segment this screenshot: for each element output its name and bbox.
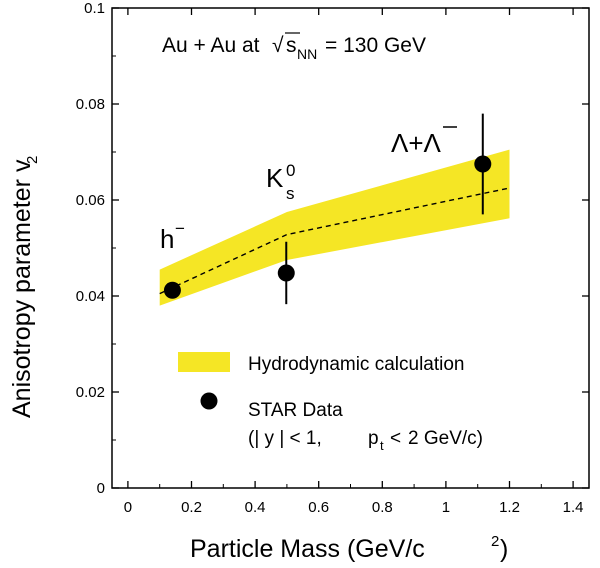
sqrt-s: s xyxy=(286,34,297,57)
hydro-central-curve xyxy=(159,187,510,295)
y-tick-label-1: 0.02 xyxy=(76,384,105,401)
sqrt-s-sub: NN xyxy=(297,46,317,62)
legend-cut-lt: < xyxy=(390,428,401,449)
y-axis-title: Anisotropy parameter v xyxy=(8,159,36,418)
data-point-1 xyxy=(277,264,295,282)
data-points-layer xyxy=(163,113,492,305)
x-tick-label-2: 0.4 xyxy=(245,499,266,516)
annotation-lambda: Λ+Λ xyxy=(391,128,442,158)
y-tick-label-3: 0.06 xyxy=(76,192,105,209)
x-tick-label-6: 1.2 xyxy=(499,499,520,516)
y-axis-title-group: Anisotropy parameter v 2 xyxy=(8,156,41,418)
legend-cut-part2: 2 GeV/c) xyxy=(408,428,483,449)
hydro-central-layer xyxy=(159,187,510,295)
legend-band-label: Hydrodynamic calculation xyxy=(248,354,465,375)
annotation-h-minus-sup: − xyxy=(175,219,185,238)
y-axis-title-sub: 2 xyxy=(24,156,41,164)
data-point-0 xyxy=(163,281,181,299)
x-tick-label-0: 0 xyxy=(124,499,132,516)
y-tick-label-2: 0.04 xyxy=(76,288,105,305)
x-axis-title-end: ) xyxy=(500,535,508,563)
annotation-k0s-sub: s xyxy=(286,184,295,203)
x-axis-title: Particle Mass (GeV/c xyxy=(190,535,425,563)
hydro-band xyxy=(159,149,510,306)
legend-data-marker xyxy=(200,392,218,410)
annotation-k0s-sup: 0 xyxy=(286,161,295,180)
x-tick-label-1: 0.2 xyxy=(181,499,202,516)
sqrt-sign: √ xyxy=(272,34,284,57)
title-energy: = 130 GeV xyxy=(325,34,426,57)
chart-title: Au + Au at xyxy=(162,34,260,57)
data-point-2 xyxy=(474,155,492,173)
legend-cut-pt-sub: t xyxy=(380,438,384,453)
x-tick-label-4: 0.8 xyxy=(372,499,393,516)
x-tick-label-5: 1 xyxy=(442,499,450,516)
axis-ticks: 0 0.2 0.4 0.6 0.8 1 1.2 1.4 0 0.02 0.04 0.06 0.08 0.1 xyxy=(76,0,589,516)
y-tick-label-0: 0 xyxy=(97,480,105,497)
legend-band-swatch xyxy=(178,352,230,372)
legend-cut-part1: (| y | < 1, xyxy=(248,428,322,449)
annotation-h-minus: h xyxy=(160,224,174,254)
x-tick-label-7: 1.4 xyxy=(563,499,584,516)
y-tick-label-4: 0.08 xyxy=(76,96,105,113)
y-tick-label-5: 0.1 xyxy=(84,0,105,17)
x-tick-label-3: 0.6 xyxy=(308,499,329,516)
legend-cut-pt: p xyxy=(368,428,379,449)
legend-data-label: STAR Data xyxy=(248,400,343,421)
annotation-k0s: K xyxy=(266,163,284,193)
x-axis-title-sup: 2 xyxy=(491,533,499,550)
hydro-band-layer xyxy=(159,149,510,306)
